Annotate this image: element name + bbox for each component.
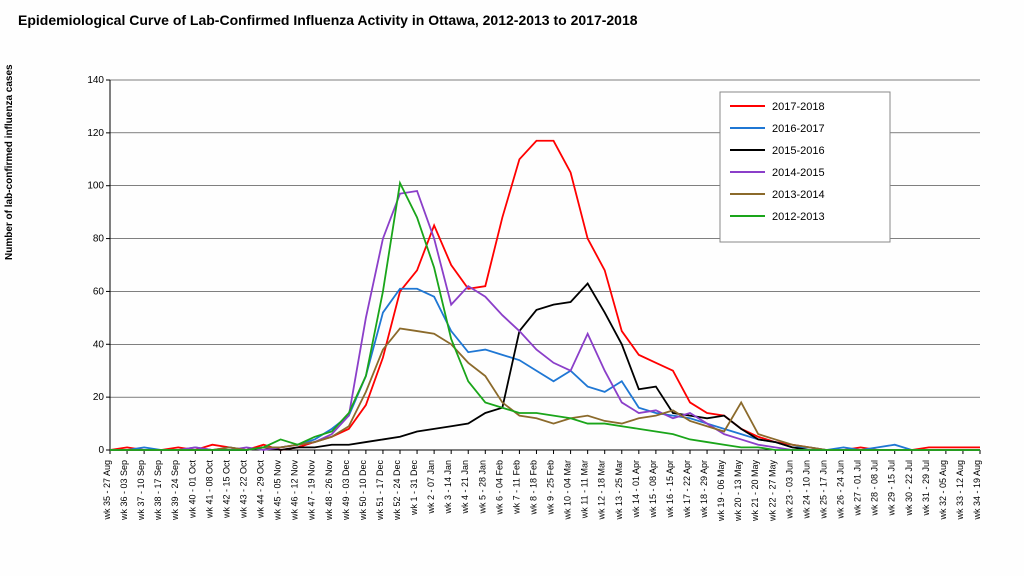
series-2015-2016: [110, 284, 980, 451]
x-tick-label: wk 30 - 22 Jul: [904, 460, 914, 517]
x-tick-label: wk 27 - 01 Jul: [853, 460, 863, 517]
x-tick-label: wk 33 - 12 Aug: [955, 460, 965, 521]
chart-title: Epidemiological Curve of Lab-Confirmed I…: [18, 12, 638, 28]
legend-label: 2012-2013: [772, 211, 825, 223]
y-tick-label: 100: [87, 181, 104, 192]
legend-label: 2017-2018: [772, 101, 825, 113]
x-tick-label: wk 50 - 10 Dec: [358, 460, 368, 522]
x-tick-label: wk 24 - 10 Jun: [801, 460, 811, 520]
x-tick-label: wk 4 - 21 Jan: [460, 460, 470, 515]
x-tick-label: wk 7 - 11 Feb: [511, 460, 521, 515]
x-tick-label: wk 28 - 08 Jul: [870, 460, 880, 517]
series-2016-2017: [110, 289, 980, 450]
y-tick-label: 60: [93, 286, 105, 297]
x-tick-label: wk 43 - 22 Oct: [238, 460, 248, 520]
y-tick-label: 120: [87, 128, 104, 139]
x-tick-label: wk 34 - 19 Aug: [972, 460, 982, 521]
y-tick-label: 80: [93, 234, 105, 245]
x-tick-label: wk 49 - 03 Dec: [341, 460, 351, 522]
x-tick-label: wk 32 - 05 Aug: [938, 460, 948, 521]
x-tick-label: wk 16 - 15 Apr: [665, 460, 675, 519]
x-tick-label: wk 11 - 11 Mar: [580, 460, 590, 519]
x-tick-label: wk 21 - 20 May: [750, 460, 760, 523]
x-tick-label: wk 19 - 06 May: [716, 460, 726, 523]
x-tick-label: wk 37 - 10 Sep: [136, 460, 146, 521]
x-tick-label: wk 9 - 25 Feb: [546, 460, 556, 516]
x-tick-label: wk 38 - 17 Sep: [153, 460, 163, 521]
x-tick-label: wk 13 - 25 Mar: [614, 460, 624, 521]
x-tick-label: wk 6 - 04 Feb: [494, 460, 504, 516]
x-tick-label: wk 15 - 08 Apr: [648, 460, 658, 519]
x-tick-label: wk 45 - 05 Nov: [273, 460, 283, 522]
x-tick-label: wk 29 - 15 Jul: [887, 460, 897, 517]
x-tick-label: wk 36 - 03 Sep: [119, 460, 129, 521]
line-chart: 0 20 40 60 80 100 120 140 wk 35 - 27 Aug wk 36 - …: [40, 70, 1000, 550]
y-tick-label: 40: [93, 339, 105, 350]
x-tick-label: wk 22 - 27 May: [767, 460, 777, 523]
x-tick-label: wk 51 - 17 Dec: [375, 460, 385, 522]
x-tick-label: wk 20 - 13 May: [733, 460, 743, 523]
x-tick-label: wk 17 - 22 Apr: [682, 460, 692, 519]
y-axis-label: Number of lab-confirmed influenza cases: [4, 64, 15, 260]
x-tick-label: wk 23 - 03 Jun: [784, 460, 794, 520]
y-tick-label: 0: [98, 445, 104, 456]
x-tick-label: wk 40 - 01 Oct: [187, 460, 197, 520]
legend-label: 2013-2014: [772, 189, 825, 201]
x-tick-label: wk 3 - 14 Jan: [443, 460, 453, 515]
x-tick-label: wk 8 - 18 Feb: [528, 460, 538, 516]
x-tick-label: wk 35 - 27 Aug: [102, 460, 112, 521]
y-tick-label: 20: [93, 392, 105, 403]
series-2013-2014: [110, 328, 980, 450]
x-tick-label: wk 2 - 07 Jan: [426, 460, 436, 515]
x-tick-label: wk 46 - 12 Nov: [290, 460, 300, 522]
x-tick-label: wk 18 - 29 Apr: [699, 460, 709, 519]
x-tick-label: wk 42 - 15 Oct: [221, 460, 231, 520]
x-tick-label: wk 44 - 29 Oct: [256, 460, 266, 520]
legend-label: 2014-2015: [772, 167, 825, 179]
x-tick-label: wk 5 - 28 Jan: [477, 460, 487, 515]
x-tick-label: wk 41 - 08 Oct: [204, 460, 214, 520]
x-tick-label: wk 26 - 24 Jun: [836, 460, 846, 520]
x-tick-label: wk 14 - 01 Apr: [631, 460, 641, 519]
x-tick-label: wk 10 - 04 Mar: [563, 460, 573, 521]
x-tick-label: wk 52 - 24 Dec: [392, 460, 402, 522]
x-tick-label: wk 48 - 26 Nov: [324, 460, 334, 522]
legend-label: 2015-2016: [772, 145, 825, 157]
x-tick-label: wk 47 - 19 Nov: [307, 460, 317, 522]
x-tick-label: wk 39 - 24 Sep: [170, 460, 180, 521]
legend-label: 2016-2017: [772, 123, 825, 135]
x-tick-label: wk 1 - 31 Dec: [409, 460, 419, 517]
x-tick-label: wk 25 - 17 Jun: [818, 460, 828, 520]
chart-container: 0 20 40 60 80 100 120 140 wk 35 - 27 Aug wk 36 - …: [40, 70, 1000, 550]
x-tick-label: wk 12 - 18 Mar: [597, 460, 607, 521]
y-tick-label: 140: [87, 75, 104, 86]
x-tick-label: wk 31 - 29 Jul: [921, 460, 931, 517]
